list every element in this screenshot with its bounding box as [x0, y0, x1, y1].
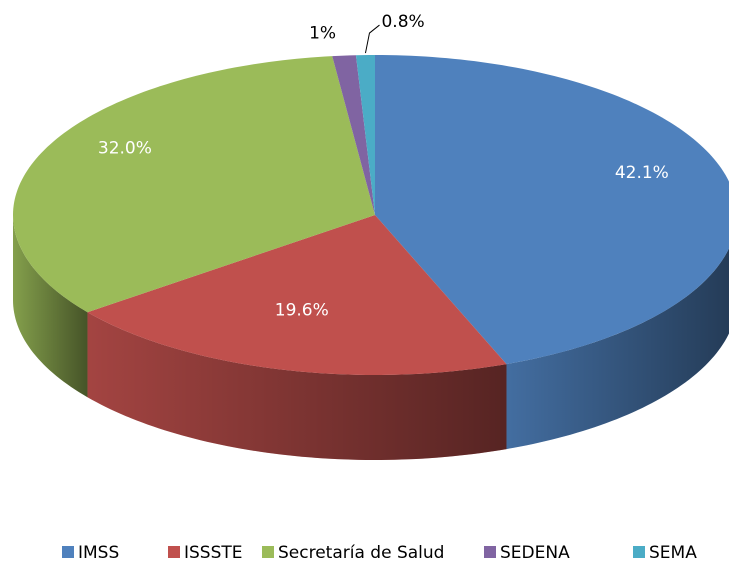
data-label: 42.1% [615, 163, 669, 183]
slice [332, 55, 375, 216]
data-label: 1% [309, 24, 336, 44]
slice-side-shade [506, 248, 729, 450]
data-label: 32.0% [98, 138, 152, 158]
legend-swatch [484, 546, 496, 558]
legend-label: SEDENA [500, 543, 570, 563]
legend-label: SEMA [649, 543, 697, 563]
data-label: 0.8% [381, 12, 424, 32]
data-label: 19.6% [275, 301, 329, 321]
slice-side-shade [87, 312, 507, 460]
slice [355, 55, 375, 215]
slice [13, 56, 375, 313]
legend-label: IMSS [78, 543, 119, 563]
legend-label: Secretaría de Salud [278, 543, 444, 563]
slice-side-shade [13, 215, 88, 398]
slice [375, 55, 729, 365]
legend-swatch [62, 546, 74, 558]
slice [87, 215, 507, 375]
legend-swatch [262, 546, 274, 558]
legend-label: ISSSTE [184, 543, 243, 563]
leader-line [364, 24, 380, 54]
legend-swatch [633, 546, 645, 558]
legend-swatch [168, 546, 180, 558]
